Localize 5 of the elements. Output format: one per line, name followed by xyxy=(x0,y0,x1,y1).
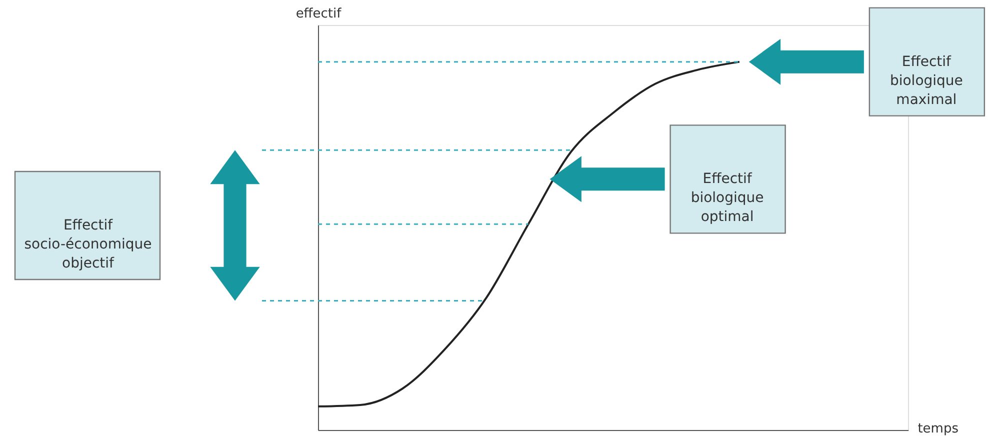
annotation: Effectif biologique optimal xyxy=(690,171,764,226)
text: Effectif socio-économique objectif xyxy=(24,217,152,272)
x-axis-title: temps xyxy=(918,422,959,436)
y-axis-title: effectif xyxy=(296,6,342,22)
annotation: Effectif biologique maximal xyxy=(890,54,963,108)
